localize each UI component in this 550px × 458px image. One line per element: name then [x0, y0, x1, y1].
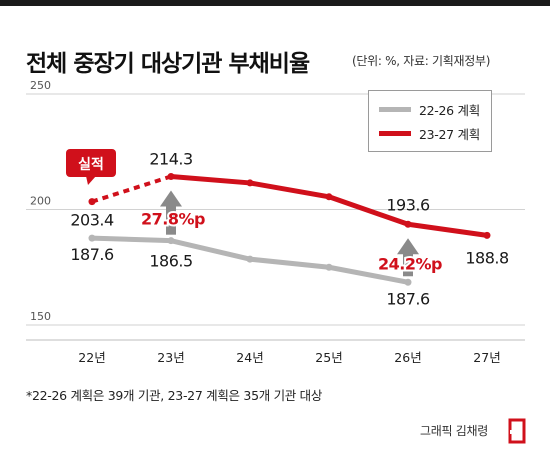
footnote: *22-26 계획은 39개 기관, 23-27 계획은 35개 기관 대상	[26, 388, 323, 403]
data-label: 188.8	[465, 248, 509, 267]
gap-annotation: 27.8%p	[141, 210, 205, 229]
data-point	[246, 255, 254, 263]
y-tick-label: 200	[30, 195, 51, 208]
actual-badge-pointer	[86, 176, 96, 185]
publisher-logo-icon	[508, 418, 526, 444]
top-rule	[0, 0, 550, 6]
legend-item-22-26: 22-26 계획	[379, 99, 480, 119]
data-label: 214.3	[149, 149, 192, 168]
gap-arrow-shaft	[166, 204, 176, 235]
series-line-23-27-actual-dashed	[91, 174, 172, 204]
x-tick-label: 25년	[315, 350, 342, 365]
x-tick-label: 23년	[157, 350, 184, 365]
data-point	[246, 179, 254, 187]
legend-swatch-23-27	[379, 130, 411, 136]
data-point	[325, 263, 333, 271]
legend: 22-26 계획 23-27 계획	[368, 90, 492, 152]
actual-badge	[66, 149, 116, 177]
gap-arrow-head	[397, 238, 419, 255]
x-tick-label: 26년	[394, 350, 421, 365]
x-tick-label: 27년	[473, 350, 500, 365]
gap-annotation: 24.2%p	[378, 254, 442, 273]
data-point	[404, 220, 412, 228]
x-tick-label: 22년	[78, 350, 105, 365]
data-label: 187.6	[70, 245, 114, 264]
data-point	[88, 198, 96, 206]
chart-title: 전체 중장기 대상기관 부채비율	[26, 51, 310, 77]
actual-badge-label: 실적	[78, 156, 104, 173]
gap-arrow-head	[160, 190, 182, 207]
data-point	[483, 231, 491, 239]
data-point	[167, 237, 175, 245]
gap-arrow-shaft	[403, 252, 413, 277]
graphic-credit: 그래픽 김채령	[420, 424, 488, 438]
data-point	[88, 234, 96, 242]
data-label: 193.6	[386, 195, 430, 214]
data-point	[325, 193, 333, 201]
legend-label-23-27: 23-27 계획	[419, 126, 480, 142]
data-label: 186.5	[149, 252, 192, 271]
y-tick-label: 150	[30, 310, 51, 323]
legend-label-22-26: 22-26 계획	[419, 102, 480, 118]
data-point	[404, 278, 412, 286]
data-point	[167, 172, 175, 180]
chart-subtitle: (단위: %, 자료: 기획재정부)	[352, 54, 491, 68]
x-tick-label: 24년	[236, 350, 263, 365]
series-line-23-27	[168, 173, 490, 238]
legend-item-23-27: 23-27 계획	[379, 123, 480, 143]
y-tick-label: 250	[30, 79, 51, 92]
data-label: 203.4	[70, 211, 114, 230]
data-label: 187.6	[386, 289, 430, 308]
legend-swatch-22-26	[379, 106, 411, 112]
